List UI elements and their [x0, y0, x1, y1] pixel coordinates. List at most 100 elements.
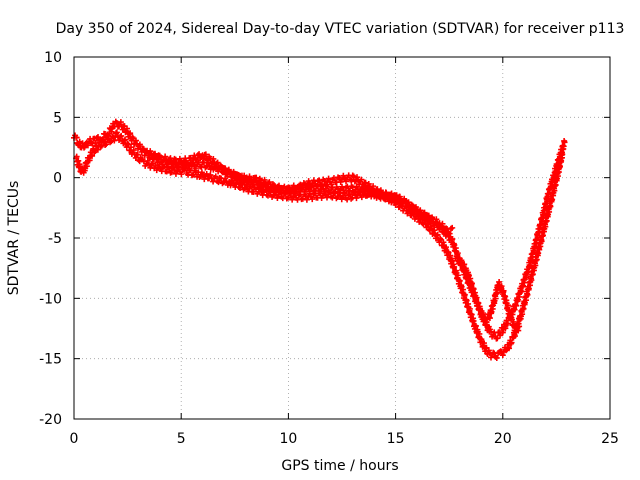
- data-point: [266, 179, 273, 186]
- data-point: [73, 134, 80, 141]
- data-point: [122, 136, 129, 143]
- data-point: [249, 179, 256, 186]
- data-point: [360, 183, 367, 190]
- x-tick-label: 25: [601, 431, 619, 447]
- data-point: [116, 137, 123, 144]
- data-point: [151, 150, 158, 157]
- data-point: [463, 297, 470, 304]
- data-point: [442, 244, 449, 251]
- data-point: [411, 209, 418, 216]
- data-point: [323, 194, 330, 201]
- data-point: [310, 177, 317, 184]
- data-point: [343, 178, 350, 185]
- data-point: [516, 323, 523, 330]
- data-point: [526, 262, 533, 269]
- data-point: [296, 182, 303, 189]
- data-point: [202, 151, 209, 158]
- data-point: [500, 287, 507, 294]
- data-point: [552, 182, 559, 189]
- data-point: [328, 181, 335, 188]
- data-point: [414, 206, 421, 213]
- data-point: [520, 282, 527, 289]
- data-point: [488, 308, 495, 315]
- data-point: [234, 176, 241, 183]
- data-point: [149, 154, 156, 161]
- data-point: [556, 163, 563, 170]
- data-point: [182, 165, 189, 172]
- data-point: [144, 157, 151, 164]
- data-point: [210, 155, 217, 162]
- data-point: [124, 140, 131, 147]
- data-point: [188, 159, 195, 166]
- x-tick-label: 5: [177, 431, 186, 447]
- data-point: [374, 186, 381, 193]
- data-point: [454, 250, 461, 257]
- data-point: [449, 224, 456, 231]
- data-point: [470, 317, 477, 324]
- data-point: [338, 196, 345, 203]
- data-point: [456, 277, 463, 284]
- data-point: [451, 242, 458, 249]
- data-point: [154, 156, 161, 163]
- data-point: [470, 286, 477, 293]
- data-point: [506, 345, 513, 352]
- data-point: [130, 147, 137, 154]
- y-tick-label: -5: [48, 231, 62, 247]
- data-point: [433, 216, 440, 223]
- data-point: [291, 191, 298, 198]
- data-point: [483, 319, 490, 326]
- data-point: [228, 174, 235, 181]
- data-point: [508, 339, 515, 346]
- data-point: [121, 137, 128, 144]
- data-point: [356, 188, 363, 195]
- data-point: [461, 291, 468, 298]
- data-point: [493, 290, 500, 297]
- data-point: [434, 231, 441, 238]
- data-point: [449, 257, 456, 264]
- data-point: [225, 167, 232, 174]
- data-point: [472, 322, 479, 329]
- data-point: [136, 141, 143, 148]
- data-point: [222, 165, 229, 172]
- data-point: [451, 263, 458, 270]
- data-point: [134, 151, 141, 158]
- data-point: [265, 192, 272, 199]
- ticks: 0 5 10 15 20 25 10 5 0 -5 -10 -15 -20: [39, 50, 619, 447]
- data-point: [161, 163, 168, 170]
- data-point: [127, 130, 134, 137]
- data-point: [405, 199, 412, 206]
- y-tick-label: 5: [53, 110, 62, 126]
- data-point: [103, 141, 110, 148]
- series-track-4: [452, 253, 523, 334]
- data-point: [326, 189, 333, 196]
- y-tick-label: -15: [39, 352, 62, 368]
- data-point: [265, 180, 272, 187]
- data-point: [503, 347, 510, 354]
- data-point: [486, 314, 493, 321]
- data-point: [75, 157, 82, 164]
- chart-title: Day 350 of 2024, Sidereal Day-to-day VTE…: [56, 21, 625, 37]
- data-point: [353, 195, 360, 202]
- y-axis-label: SDTVAR / TECUs: [6, 181, 22, 296]
- data-point: [117, 119, 124, 126]
- data-point: [179, 161, 186, 168]
- data-point: [558, 157, 565, 164]
- data-point: [298, 185, 305, 192]
- data-point: [409, 202, 416, 209]
- data-point: [309, 196, 316, 203]
- data-point: [341, 190, 348, 197]
- data-point: [303, 184, 310, 191]
- data-markers: [71, 118, 568, 361]
- data-point: [539, 232, 546, 239]
- data-point: [351, 178, 358, 185]
- x-tick-label: 15: [387, 431, 405, 447]
- data-point: [81, 143, 88, 150]
- data-point: [308, 183, 315, 190]
- data-point: [536, 246, 543, 253]
- data-point: [94, 146, 101, 153]
- data-point: [170, 160, 177, 167]
- data-point: [525, 285, 532, 292]
- data-point: [97, 143, 104, 150]
- data-point: [156, 161, 163, 168]
